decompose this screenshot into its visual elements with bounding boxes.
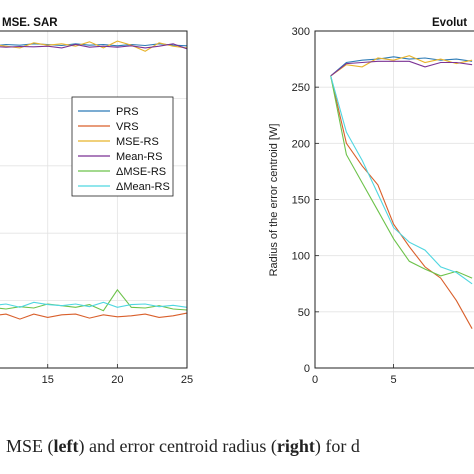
right-grid xyxy=(314,30,474,369)
caption-text-1: MSE ( xyxy=(6,436,54,456)
right-series-line xyxy=(330,75,473,285)
right-y-tick-label: 0 xyxy=(304,363,310,375)
right-y-tick-label: 100 xyxy=(292,251,310,263)
left-x-tick-label: 15 xyxy=(42,374,54,386)
legend: PRS VRS MSE-RS Mean-RS ΔMSE-RS ΔMean-RS xyxy=(71,96,174,197)
right-series-line xyxy=(330,75,473,279)
right-series-line xyxy=(330,55,473,77)
left-series-line xyxy=(0,43,188,47)
caption-text-3: ) for d xyxy=(314,436,360,456)
right-series-line xyxy=(330,75,473,329)
left-series-line xyxy=(0,312,188,320)
left-series-line xyxy=(0,301,188,308)
legend-label: ΔMSE-RS xyxy=(116,166,166,178)
legend-label: Mean-RS xyxy=(116,151,162,163)
left-x-tick-label: 20 xyxy=(111,374,123,386)
right-y-tick-label: 300 xyxy=(292,26,310,38)
right-series xyxy=(330,55,473,329)
right-x-tick-label: 5 xyxy=(391,374,397,386)
left-chart: 15 20 25 MSE. SAR PRS VRS MSE-RS Mean-RS ΔMSE-… xyxy=(0,17,193,386)
legend-label: VRS xyxy=(116,121,139,133)
left-series-line xyxy=(0,43,188,50)
right-y-tick-label: 150 xyxy=(292,195,310,207)
left-x-tick-label: 25 xyxy=(181,374,193,386)
left-chart-title: MSE. SAR xyxy=(2,17,58,29)
left-series xyxy=(0,40,188,320)
left-x-ticks: 15 20 25 xyxy=(42,364,193,386)
right-x-tick-label: 0 xyxy=(312,374,318,386)
left-axes-frame xyxy=(0,30,188,369)
right-y-tick-label: 200 xyxy=(292,138,310,150)
right-y-tick-label: 250 xyxy=(292,82,310,94)
figure-caption: MSE (left) and error centroid radius (ri… xyxy=(6,436,474,457)
caption-right-word: right xyxy=(276,436,315,456)
legend-box xyxy=(71,96,174,197)
left-series-line xyxy=(0,288,188,312)
right-y-tick-label: 50 xyxy=(298,307,310,319)
right-chart-title: Evolut xyxy=(432,17,467,29)
legend-label: MSE-RS xyxy=(116,136,159,148)
legend-label: PRS xyxy=(116,106,139,118)
legend-label: ΔMean-RS xyxy=(116,181,170,193)
right-y-axis-label: Radius of the error centroid [W] xyxy=(268,124,280,277)
caption-text-2: ) and error centroid radius ( xyxy=(78,436,277,456)
right-y-ticks: 0 50 100 150 200 250 300 xyxy=(292,26,319,375)
right-series-line xyxy=(330,60,473,77)
caption-left-word: left xyxy=(53,436,79,456)
right-series-line xyxy=(330,56,473,77)
